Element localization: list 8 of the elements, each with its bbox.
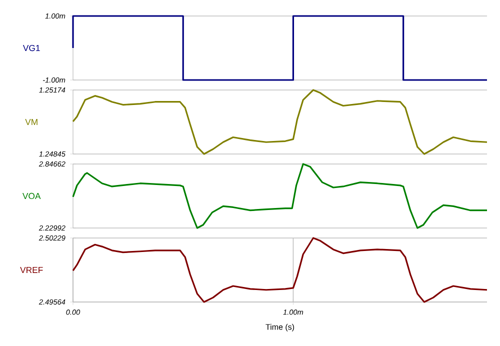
y-axis-title: VREF [20,267,43,273]
line-series [72,163,488,229]
y-axis-title: VG1 [22,44,40,52]
y-axis-title: VM [25,119,38,125]
line-series [72,237,488,303]
y-axis-title: VOA [22,192,41,200]
line-series [72,89,488,155]
x-axis-title: Time (s) [266,324,294,332]
